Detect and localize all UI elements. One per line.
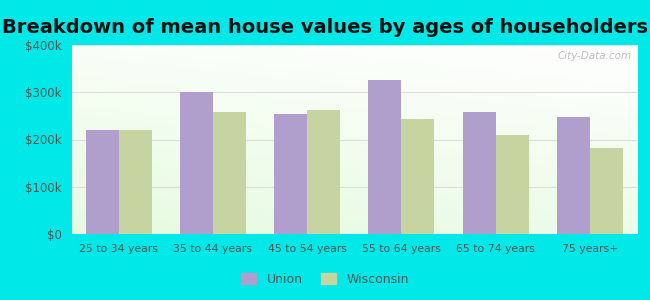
Bar — [274, 113, 307, 234]
Bar — [402, 119, 434, 234]
Bar — [213, 112, 246, 234]
Text: City-Data.com: City-Data.com — [557, 51, 631, 61]
Bar — [86, 130, 118, 234]
Bar — [307, 110, 340, 234]
Bar — [118, 130, 151, 234]
Bar — [180, 92, 213, 234]
Bar — [495, 135, 528, 234]
Bar — [557, 117, 590, 234]
Bar — [463, 112, 495, 234]
Text: Breakdown of mean house values by ages of householders: Breakdown of mean house values by ages o… — [2, 18, 648, 37]
Legend: Union, Wisconsin: Union, Wisconsin — [237, 268, 413, 291]
Bar — [369, 80, 402, 234]
Bar — [590, 148, 623, 234]
